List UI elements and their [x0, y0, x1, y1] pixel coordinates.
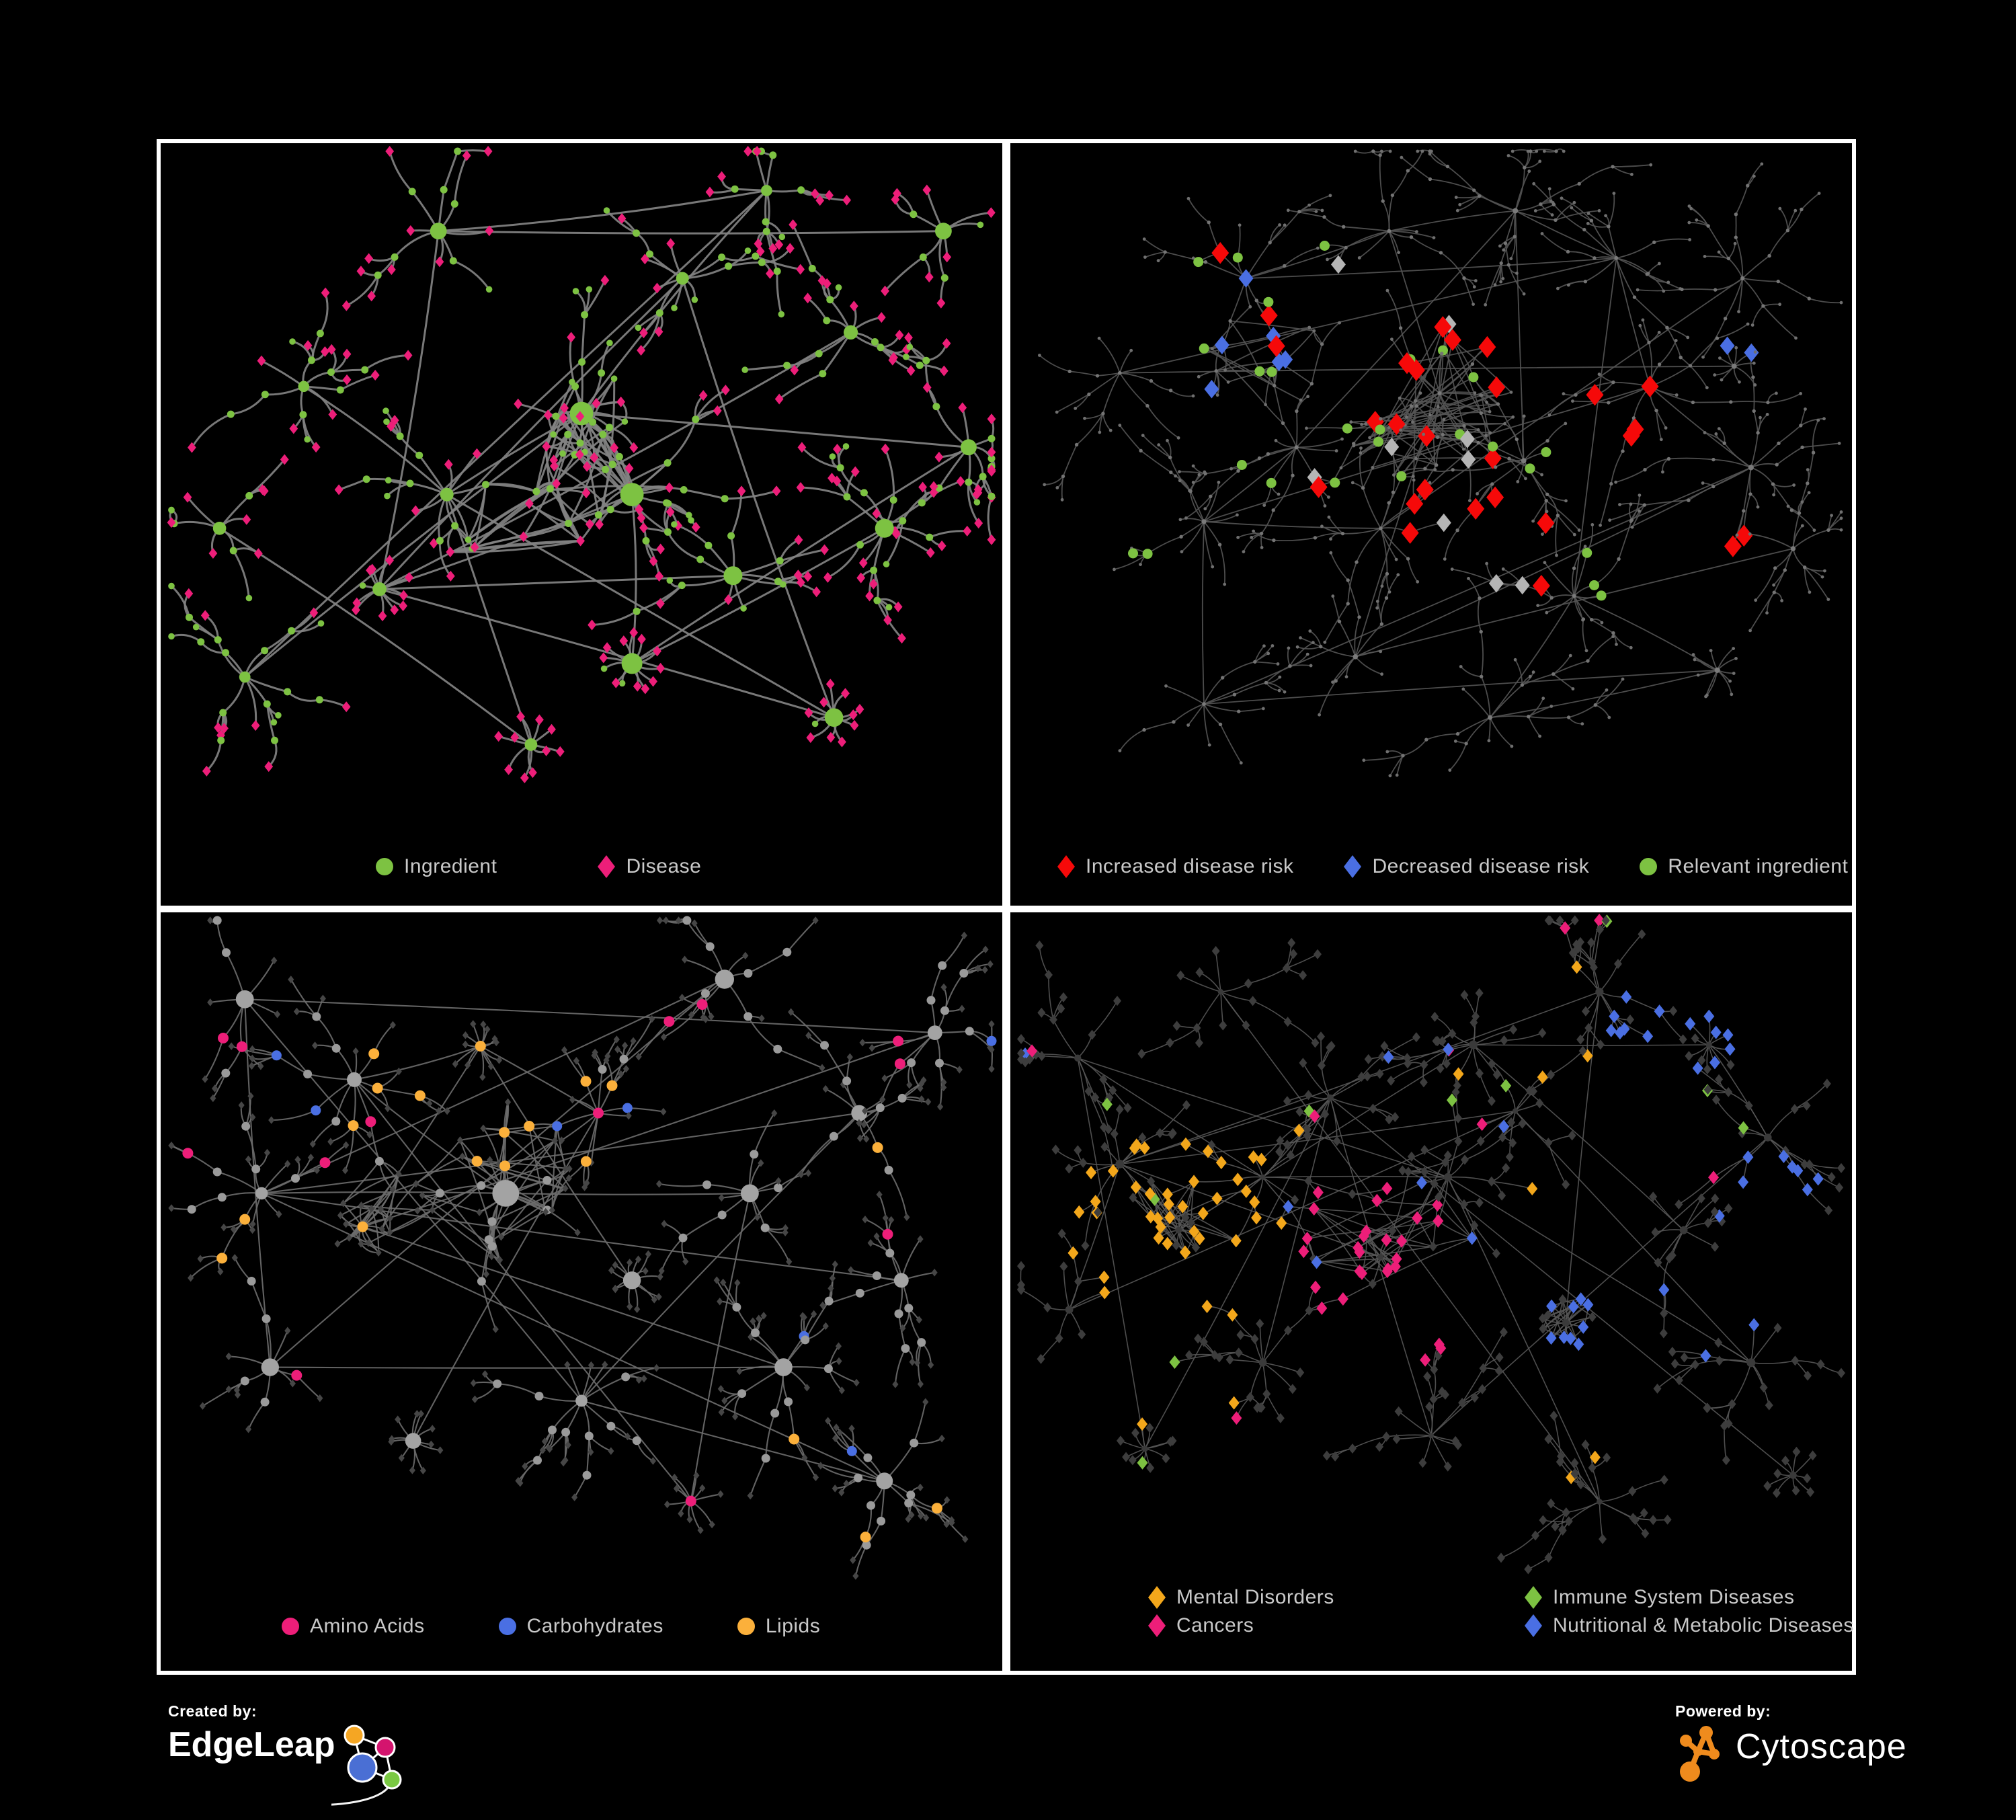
legend-swatch-circle — [282, 1618, 299, 1635]
legend-swatch-circle — [737, 1618, 755, 1635]
legend-label: Nutritional & Metabolic Diseases — [1553, 1614, 1854, 1636]
nodes-layer — [167, 146, 996, 784]
legend-item-relevant-ingredient: Relevant ingredient — [1640, 855, 1848, 878]
cytoscape-logo-icon — [1680, 1726, 1720, 1782]
powered-by-block: Powered by: Cytoscape — [1675, 1702, 1907, 1785]
legend-swatch-diamond — [1525, 1586, 1542, 1609]
legend-label: Immune System Diseases — [1553, 1586, 1795, 1608]
nodes-layer — [1017, 914, 1845, 1575]
edgeleap-node-blue — [347, 1752, 377, 1783]
panel-disease-risk: Increased disease risk Decreased disease … — [1006, 139, 1856, 910]
legend-item-nutritional-metabolic-diseases: Nutritional & Metabolic Diseases — [1525, 1614, 1854, 1637]
legend-label: Carbohydrates — [526, 1615, 663, 1637]
cytoscape-wordmark: Cytoscape — [1736, 1727, 1907, 1766]
panel-ingredient-classes: Amino Acids Carbohydrates Lipids — [157, 908, 1006, 1675]
legend-ingredient-classes: Amino Acids Carbohydrates Lipids — [161, 1606, 1002, 1647]
legend-item-immune-system-diseases: Immune System Diseases — [1525, 1586, 1854, 1609]
legend-swatch-circle — [376, 858, 393, 875]
edgeleap-node-green — [382, 1770, 401, 1790]
legend-swatch-diamond — [1148, 1614, 1166, 1637]
edgeleap-wordmark: EdgeLeap — [168, 1725, 335, 1764]
panel-disease-categories: Mental Disorders Immune System Diseases Ca… — [1006, 908, 1856, 1675]
legend-ingredient-disease: Ingredient Disease — [161, 846, 1002, 887]
nodes-layer — [1038, 149, 1843, 778]
legend-swatch-diamond — [1057, 855, 1075, 878]
legend-item-ingredient: Ingredient — [376, 855, 497, 878]
legend-label: Cancers — [1176, 1614, 1254, 1636]
legend-label: Decreased disease risk — [1372, 855, 1590, 877]
legend-label: Ingredient — [404, 855, 497, 877]
created-by-block: Created by: EdgeLeap — [168, 1702, 432, 1811]
edges-layer — [1039, 148, 1842, 777]
network-canvas-ingredient-disease — [167, 146, 996, 784]
legend-item-carbohydrates: Carbohydrates — [498, 1615, 663, 1638]
network-canvas-disease-risk — [1038, 148, 1843, 778]
legend-swatch-circle — [1640, 858, 1658, 875]
legend-swatch-diamond — [598, 855, 616, 878]
powered-by-label: Powered by: — [1675, 1702, 1771, 1720]
legend-item-disease: Disease — [598, 855, 701, 878]
created-by-label: Created by: — [168, 1702, 257, 1720]
edges-layer — [171, 918, 993, 1577]
legend-swatch-diamond — [1148, 1586, 1166, 1609]
legend-swatch-circle — [498, 1618, 516, 1635]
legend-label: Mental Disorders — [1176, 1586, 1334, 1608]
panel-ingredient-disease: Ingredient Disease — [157, 139, 1006, 910]
legend-item-lipids: Lipids — [737, 1615, 820, 1638]
legend-label: Disease — [626, 855, 702, 877]
network-canvas-disease-categories — [1017, 914, 1845, 1575]
edges-layer — [169, 149, 996, 779]
legend-swatch-diamond — [1525, 1614, 1542, 1637]
legend-disease-risk: Increased disease risk Decreased disease … — [1010, 846, 1852, 887]
legend-label: Lipids — [765, 1615, 821, 1637]
nodes-layer — [168, 916, 997, 1580]
network-canvas-ingredient-classes — [168, 916, 997, 1580]
legend-item-decreased-disease-risk: Decreased disease risk — [1344, 855, 1589, 878]
legend-label: Increased disease risk — [1086, 855, 1294, 877]
legend-label: Amino Acids — [310, 1615, 425, 1637]
legend-label: Relevant ingredient — [1668, 855, 1849, 877]
legend-item-cancers: Cancers — [1148, 1614, 1525, 1637]
edgeleap-node-pink — [374, 1737, 395, 1758]
legend-disease-categories: Mental Disorders Immune System Diseases Ca… — [1010, 1586, 1854, 1637]
legend-item-mental-disorders: Mental Disorders — [1148, 1586, 1525, 1609]
legend-item-amino-acids: Amino Acids — [282, 1615, 425, 1638]
legend-swatch-diamond — [1344, 855, 1362, 878]
edgeleap-node-orange — [344, 1725, 364, 1746]
edgeleap-logo-icon — [331, 1725, 401, 1806]
legend-item-increased-disease-risk: Increased disease risk — [1057, 855, 1293, 878]
